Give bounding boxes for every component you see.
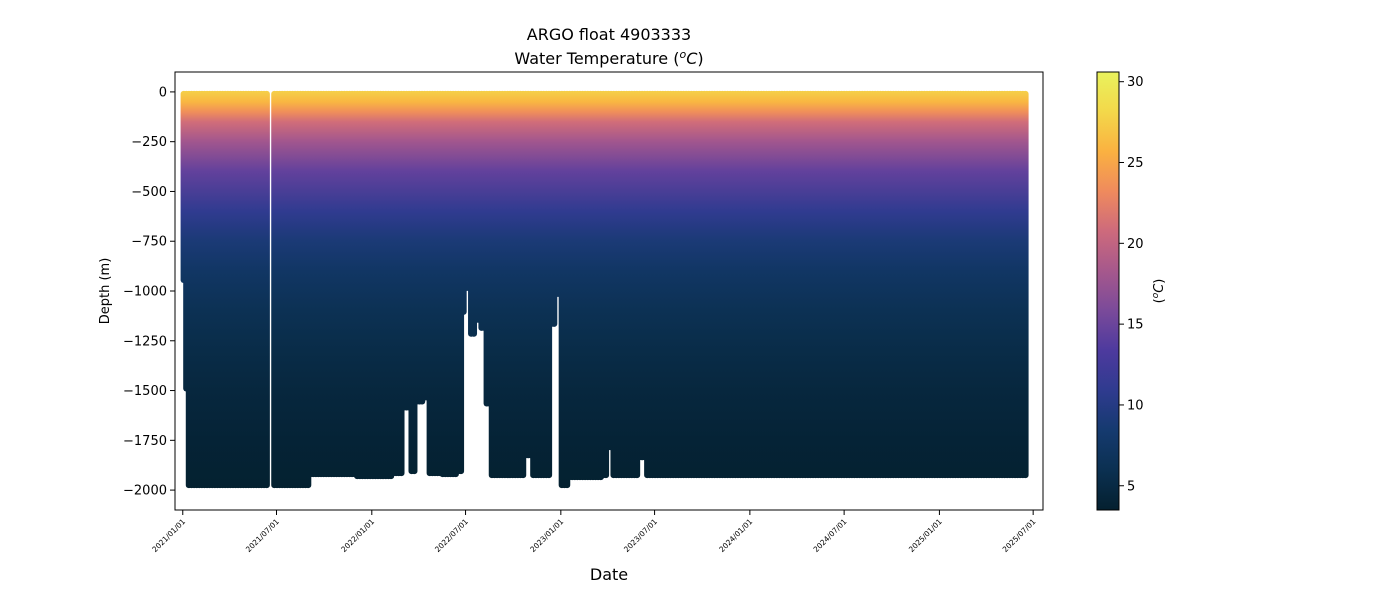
x-tick-label: 2022/01/01 [339, 517, 376, 554]
chart-subtitle: Water Temperature (oC) [514, 48, 703, 68]
x-axis-label: Date [590, 565, 628, 584]
colorbar-tick-label: 25 [1127, 156, 1144, 171]
colorbar-tick-label: 10 [1127, 398, 1144, 413]
y-tick-label: −1500 [123, 384, 167, 399]
x-tick-label: 2023/07/01 [622, 517, 659, 554]
chart-title: ARGO float 4903333 [527, 25, 691, 44]
colorbar-tick-label: 5 [1127, 479, 1135, 494]
x-tick-label: 2024/01/01 [717, 517, 754, 554]
y-tick-label: −2000 [123, 484, 167, 499]
y-tick-label: −500 [131, 185, 167, 200]
x-tick-label: 2025/07/01 [1001, 517, 1038, 554]
profile-column [263, 90, 270, 489]
colorbar-tick-label: 15 [1127, 318, 1144, 333]
colorbar-tick-label: 30 [1127, 75, 1144, 90]
colorbar-tick-label: 20 [1127, 237, 1144, 252]
y-tick-label: −1250 [123, 334, 167, 349]
y-axis-label: Depth (m) [98, 258, 113, 325]
colorbar: 5 10 15 20 25 30 (oC) [1096, 71, 1167, 511]
y-tick-label: −750 [131, 235, 167, 250]
profile-columns [180, 90, 1029, 489]
colorbar-ticks: 5 10 15 20 25 30 [1119, 75, 1144, 494]
x-tick-label: 2021/01/01 [150, 517, 187, 554]
x-axis: 2021/01/01 2021/07/01 2022/01/01 2022/07/01… [150, 510, 1038, 554]
y-tick-label: −1750 [123, 434, 167, 449]
colorbar-label: (oC) [1151, 279, 1167, 304]
y-tick-label: 0 [159, 85, 167, 100]
x-tick-label: 2025/01/01 [907, 517, 944, 554]
y-axis: 0 −250 −500 −750 −1000 −1250 −1500 −1750 −2000 [123, 85, 175, 499]
profile-column [1022, 90, 1029, 479]
x-tick-label: 2021/07/01 [244, 517, 281, 554]
y-tick-label: −1000 [123, 285, 167, 300]
x-tick-label: 2022/07/01 [433, 517, 470, 554]
colorbar-gradient [1096, 71, 1120, 511]
x-tick-label: 2024/07/01 [812, 517, 849, 554]
x-tick-label: 2023/01/01 [528, 517, 565, 554]
y-tick-label: −250 [131, 135, 167, 150]
plot-area [174, 71, 1044, 511]
